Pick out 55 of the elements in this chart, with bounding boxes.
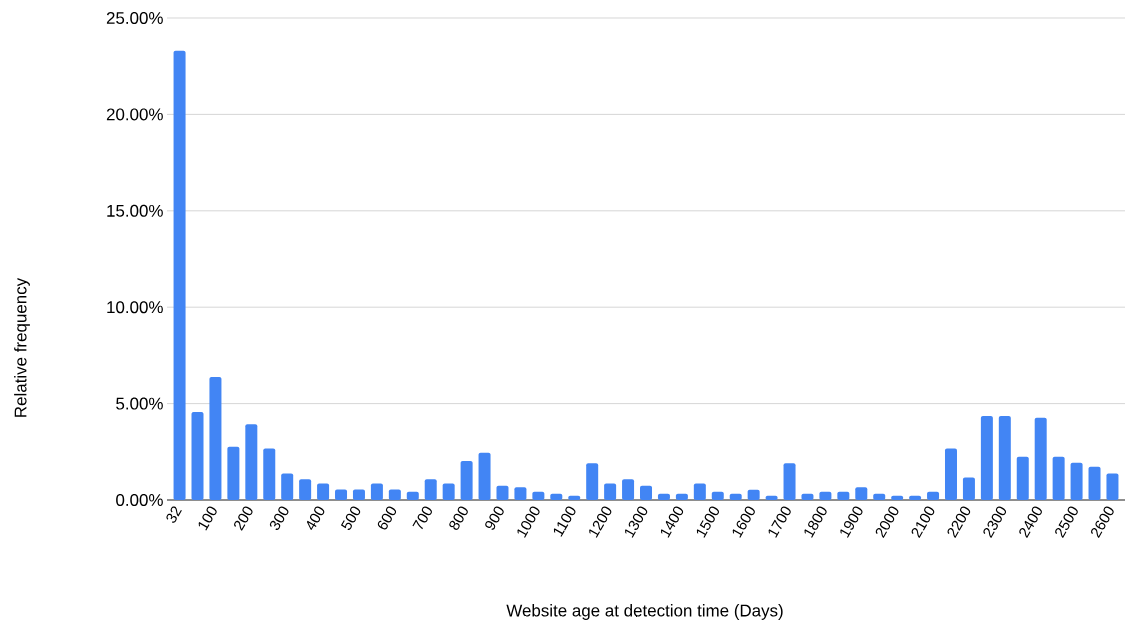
bar bbox=[783, 463, 796, 500]
y-tick-label: 10.00% bbox=[107, 301, 163, 314]
bar bbox=[1016, 456, 1029, 500]
x-tick-label: 400 bbox=[306, 506, 325, 531]
bar bbox=[980, 415, 993, 500]
x-tick-label: 200 bbox=[234, 506, 253, 531]
x-tick-label: 600 bbox=[377, 506, 397, 530]
x-axis-title: Website age at detection time (Days) bbox=[506, 604, 783, 620]
bar bbox=[622, 479, 635, 500]
bar bbox=[1034, 417, 1047, 500]
bar bbox=[263, 448, 276, 500]
bar bbox=[370, 483, 383, 500]
bar bbox=[1088, 466, 1101, 500]
bar bbox=[944, 448, 957, 500]
x-tick-label: 100 bbox=[198, 506, 217, 531]
y-tick-label: 5.00% bbox=[116, 397, 163, 410]
x-tick-label: 900 bbox=[485, 506, 504, 530]
bar bbox=[747, 489, 760, 500]
x-tick-label: 300 bbox=[269, 506, 289, 530]
bar bbox=[962, 477, 975, 500]
x-tick-label: 32 bbox=[166, 506, 182, 523]
bar bbox=[496, 485, 509, 500]
x-tick-label: 500 bbox=[340, 506, 361, 530]
bar bbox=[693, 483, 706, 500]
bar bbox=[173, 50, 186, 500]
bar bbox=[478, 452, 491, 500]
bar bbox=[1106, 473, 1119, 500]
x-tick-label: 800 bbox=[449, 506, 468, 530]
bar bbox=[317, 483, 330, 500]
bar bbox=[245, 424, 258, 500]
bar bbox=[209, 376, 222, 500]
y-tick-label: 15.00% bbox=[107, 204, 163, 217]
bar bbox=[460, 461, 473, 500]
bar bbox=[227, 446, 240, 500]
bar bbox=[335, 489, 348, 500]
bar bbox=[388, 489, 401, 500]
bar bbox=[640, 485, 653, 500]
bar bbox=[604, 483, 617, 500]
y-tick-label: 25.00% bbox=[106, 12, 163, 24]
y-tick-label: 0.00% bbox=[116, 494, 163, 506]
bar bbox=[855, 487, 868, 500]
bar bbox=[352, 489, 365, 500]
y-axis-title: Relative frequency bbox=[14, 277, 30, 417]
x-tick-label: 700 bbox=[412, 506, 432, 530]
bar bbox=[1052, 456, 1065, 500]
bar bbox=[299, 479, 312, 500]
bar bbox=[586, 463, 599, 500]
bar bbox=[514, 487, 527, 500]
bar bbox=[998, 415, 1011, 500]
bar bbox=[1070, 462, 1083, 500]
bar bbox=[442, 483, 455, 500]
bar bbox=[281, 473, 294, 500]
bar bbox=[424, 479, 437, 500]
y-tick-label: 20.00% bbox=[106, 108, 163, 121]
bar bbox=[191, 411, 204, 500]
